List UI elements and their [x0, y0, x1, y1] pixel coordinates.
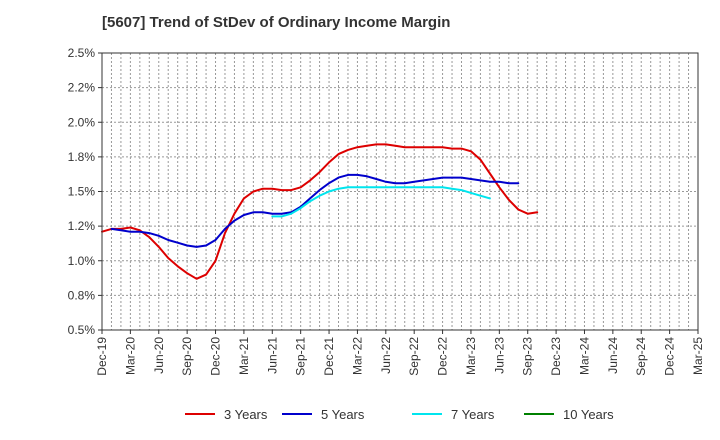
x-tick-label: Dec-20 — [209, 337, 223, 376]
y-tick-label: 2.2% — [68, 81, 96, 95]
x-tick-label: Dec-21 — [322, 337, 336, 376]
series-line-3-years — [101, 143, 539, 280]
legend: 3 Years 5 Years 7 Years 10 Years — [185, 407, 614, 422]
x-tick-label: Dec-23 — [549, 337, 563, 376]
x-tick-label: Mar-22 — [350, 337, 364, 375]
axes: 0.5% 0.8% 1.0% 1.2% 1.5% 1.8% 2.0% 2.2% 2.5% Dec-… — [68, 46, 705, 376]
grid — [102, 53, 698, 330]
y-tick-label: 1.2% — [68, 219, 96, 233]
x-tick-label: Jun-20 — [152, 337, 166, 374]
x-tick-label: Mar-21 — [237, 337, 251, 375]
x-tick-label: Dec-22 — [436, 337, 450, 376]
y-tick-label: 1.0% — [68, 254, 96, 268]
x-tick-label: Sep-22 — [407, 337, 421, 376]
legend-label: 10 Years — [563, 407, 614, 422]
x-tick-label: Dec-19 — [95, 337, 109, 376]
y-tick-label: 2.0% — [68, 115, 96, 129]
x-tick-label: Sep-23 — [521, 337, 535, 376]
series-line-7-years — [271, 186, 491, 218]
x-tick-label: Jun-23 — [492, 337, 506, 374]
y-tick-label: 0.5% — [68, 323, 96, 337]
x-tick-label: Dec-24 — [663, 337, 677, 376]
series-lines — [101, 143, 539, 280]
x-tick-label: Mar-24 — [577, 337, 591, 375]
chart-title: [5607] Trend of StDev of Ordinary Income… — [102, 14, 451, 31]
x-tick-label: Sep-21 — [294, 337, 308, 376]
y-tick-label: 2.5% — [68, 46, 96, 60]
y-tick-label: 0.8% — [68, 288, 96, 302]
x-tick-label: Jun-21 — [265, 337, 279, 374]
legend-label: 7 Years — [451, 407, 495, 422]
series-line-5-years — [110, 173, 520, 248]
legend-label: 3 Years — [224, 407, 268, 422]
x-tick-label: Mar-23 — [464, 337, 478, 375]
y-tick-label: 1.5% — [68, 185, 96, 199]
x-tick-label: Jun-24 — [606, 337, 620, 374]
x-tick-label: Sep-24 — [634, 337, 648, 376]
y-tick-label: 1.8% — [68, 150, 96, 164]
x-tick-label: Jun-22 — [379, 337, 393, 374]
legend-label: 5 Years — [321, 407, 365, 422]
x-tick-label: Mar-25 — [691, 337, 705, 375]
x-tick-label: Mar-20 — [123, 337, 137, 375]
x-tick-label: Sep-20 — [180, 337, 194, 376]
